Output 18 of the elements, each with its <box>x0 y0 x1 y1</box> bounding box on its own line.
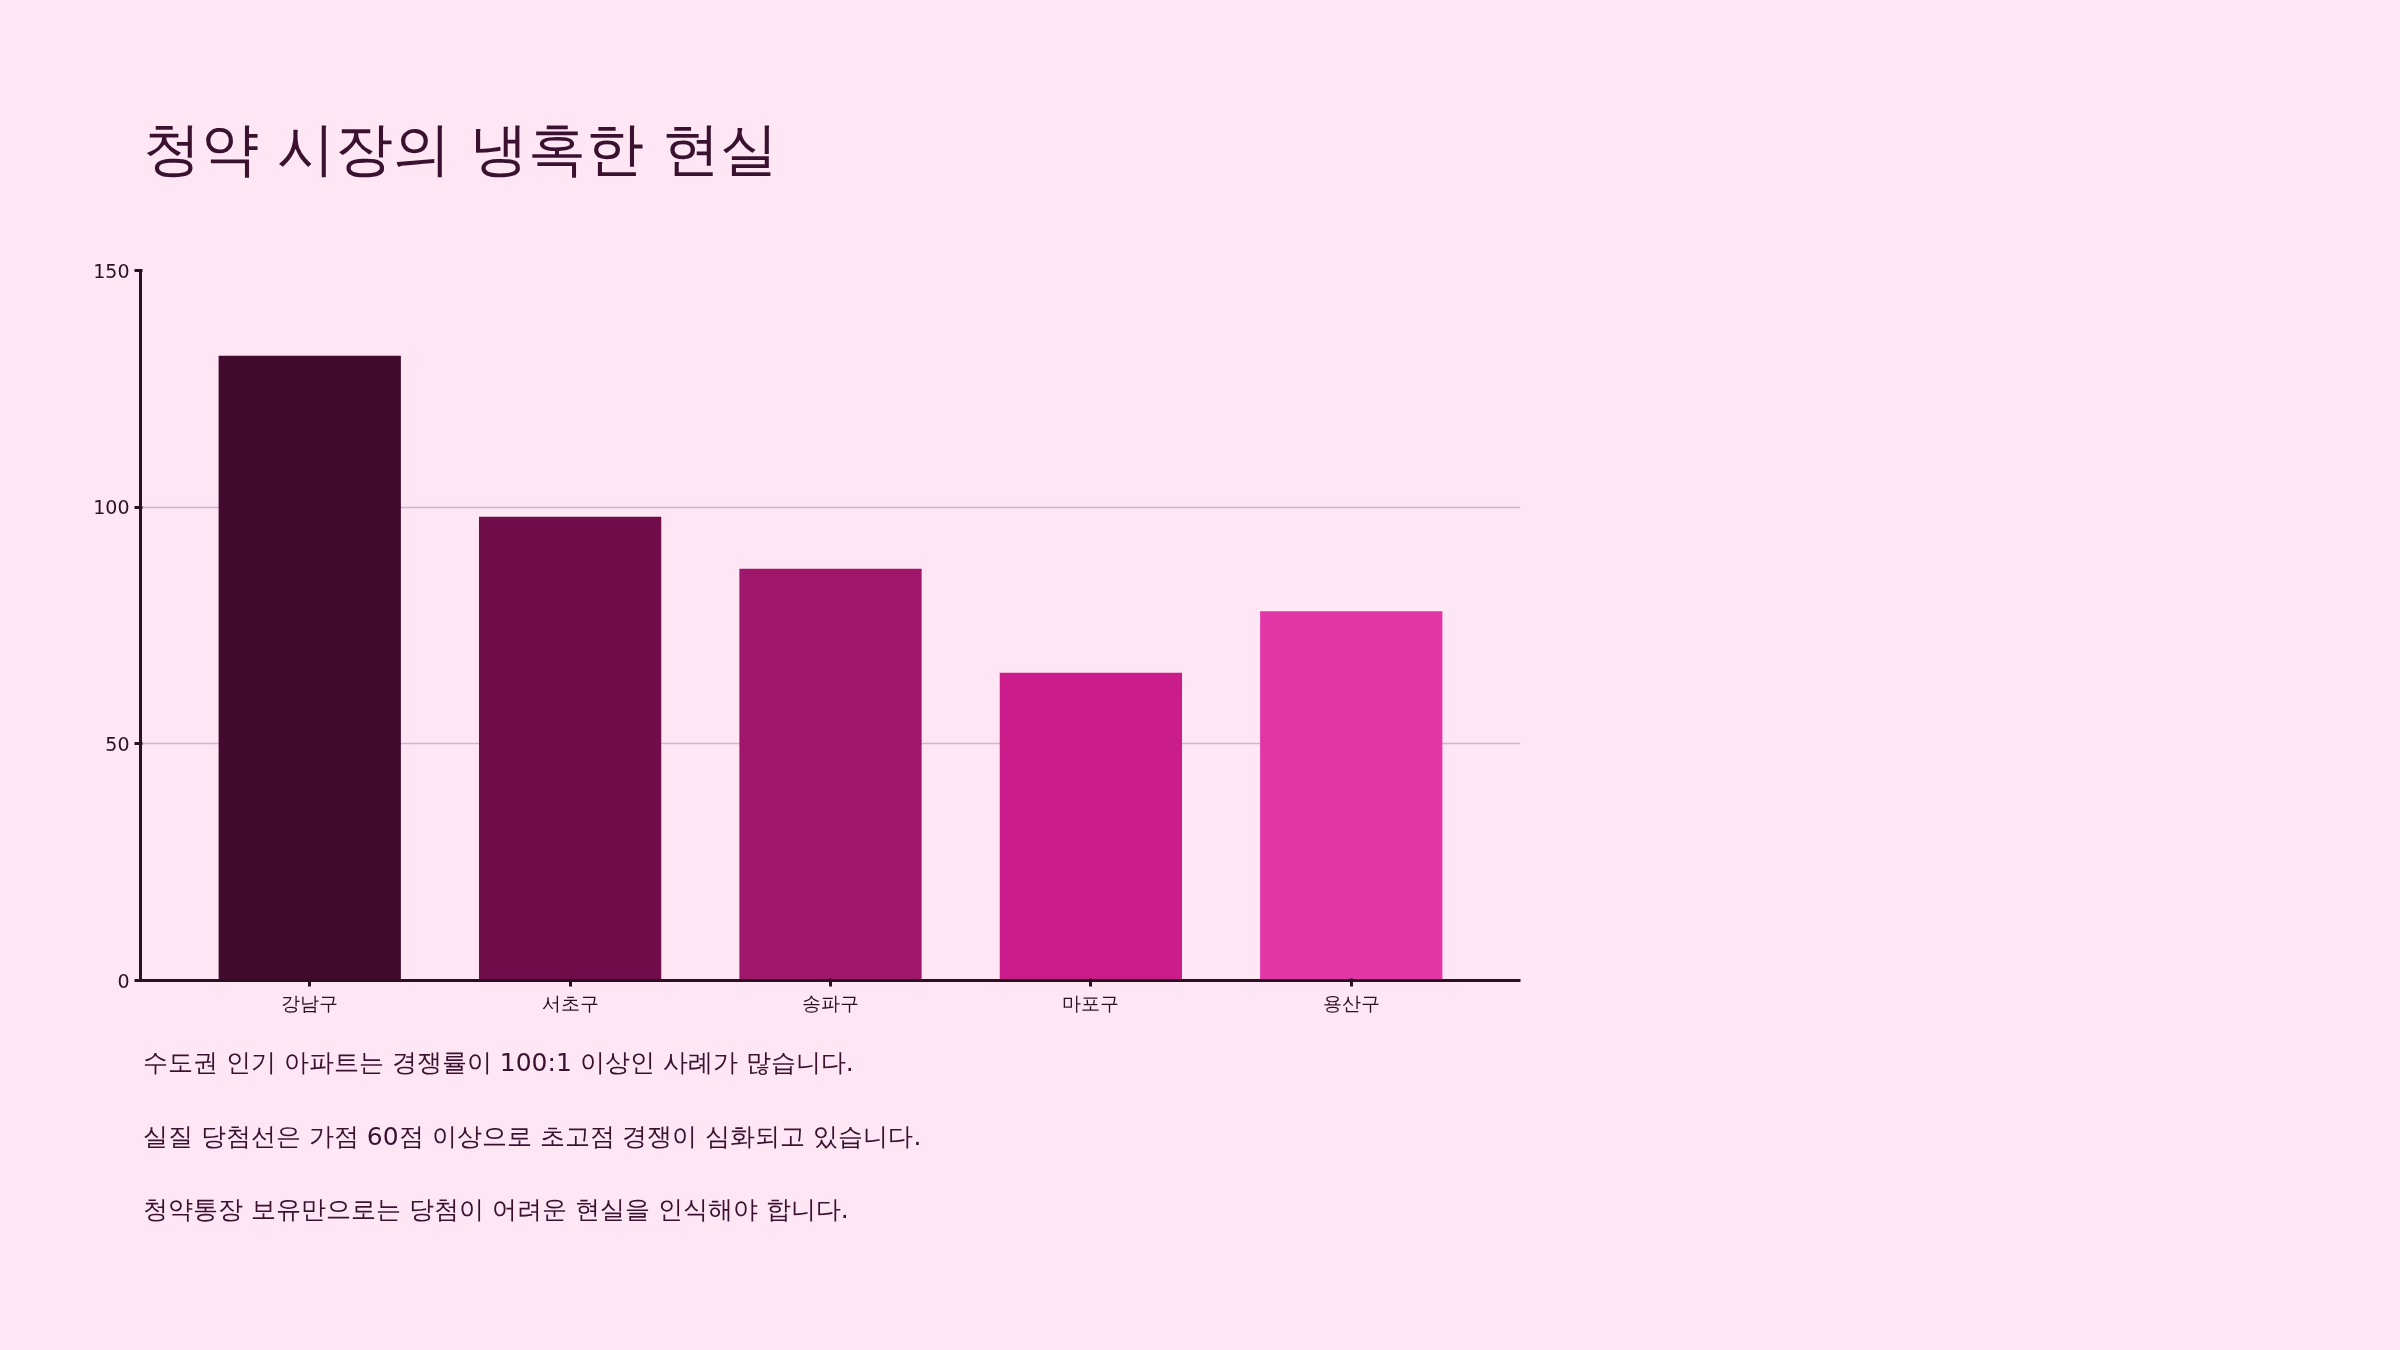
bar <box>478 516 662 981</box>
text: 수도권 인기 아파트는 경쟁률이 100:1 이상인 사례가 많습니다. <box>143 1047 855 1079</box>
bar <box>739 568 922 981</box>
chart-title: 청약 시장의 냉혹한 현실 <box>142 114 779 185</box>
y-tick-label: 0 <box>117 969 130 992</box>
bar <box>1260 611 1443 981</box>
y-tick-label: 50 <box>105 732 130 755</box>
y-tick-label: 150 <box>93 259 130 282</box>
x-tick-label: 송파구 <box>802 991 859 1014</box>
x-tick-label: 용산구 <box>1322 991 1380 1014</box>
x-tick-label: 서초구 <box>541 991 599 1014</box>
x-tick-label: 강남구 <box>281 991 339 1014</box>
text: 청약통장 보유만으로는 당첨이 어려운 현실을 인식해야 합니다. <box>143 1194 850 1227</box>
bar <box>999 672 1183 981</box>
text: 실질 당첨선은 가점 60점 이상으로 초고점 경쟁이 심화되고 있습니다. <box>143 1120 922 1153</box>
bar <box>218 355 401 981</box>
y-tick-label: 100 <box>93 496 130 519</box>
x-tick-label: 마포구 <box>1062 991 1120 1014</box>
